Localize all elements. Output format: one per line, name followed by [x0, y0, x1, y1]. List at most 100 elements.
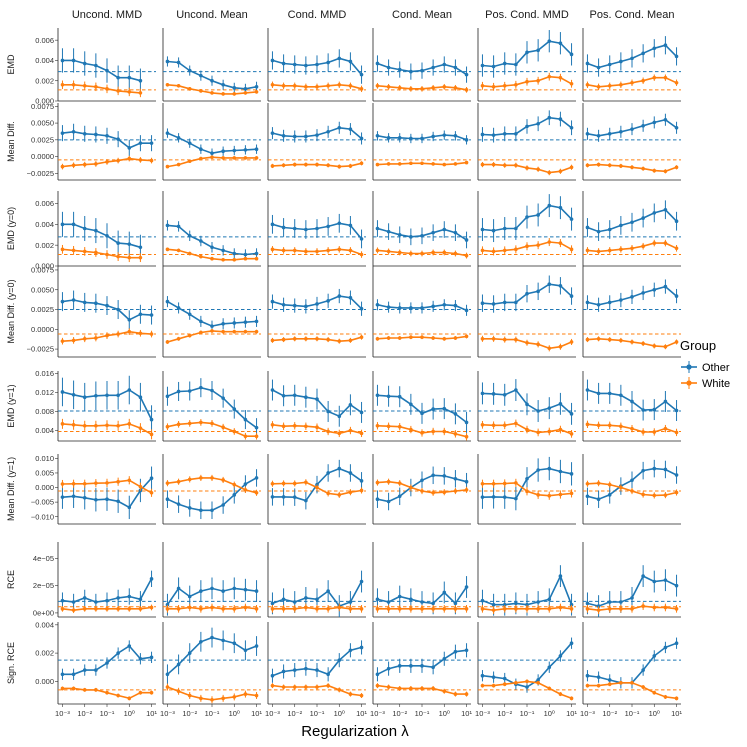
data-point	[431, 65, 435, 70]
y-tick-label: 0.002	[35, 241, 54, 250]
data-point	[243, 692, 248, 696]
data-point	[326, 83, 330, 88]
data-point	[359, 136, 364, 141]
data-point	[525, 427, 529, 432]
data-point	[326, 60, 330, 65]
data-point	[607, 132, 612, 136]
data-point	[127, 90, 132, 94]
data-point	[480, 63, 485, 68]
panel	[372, 266, 471, 358]
y-tick-label: 2e−05	[33, 581, 54, 590]
data-point	[453, 692, 458, 696]
data-point	[326, 607, 330, 611]
data-point	[464, 160, 469, 165]
data-point	[502, 495, 507, 499]
data-point	[619, 82, 623, 87]
data-point	[558, 605, 563, 610]
data-point	[326, 337, 330, 342]
data-point	[569, 165, 574, 170]
data-point	[491, 675, 496, 679]
data-point	[569, 247, 574, 252]
data-point	[453, 230, 458, 235]
data-point	[619, 338, 623, 343]
data-point	[176, 502, 181, 506]
data-point	[607, 607, 612, 611]
data-point	[149, 577, 154, 581]
data-point	[409, 69, 413, 74]
data-point	[94, 132, 98, 137]
data-point	[94, 301, 98, 305]
data-point	[199, 147, 203, 151]
data-point	[652, 690, 657, 695]
data-point	[630, 246, 634, 251]
data-point	[502, 337, 507, 342]
data-point	[585, 82, 590, 87]
data-point	[607, 337, 612, 342]
data-point	[243, 587, 248, 592]
data-point	[60, 390, 65, 394]
data-point	[464, 585, 469, 589]
data-point	[569, 412, 574, 416]
panel	[267, 371, 366, 442]
x-tick-label: 10⁻³	[160, 709, 175, 718]
data-point	[536, 342, 540, 347]
data-point	[105, 333, 109, 338]
data-point	[304, 249, 308, 254]
data-point	[243, 482, 248, 486]
data-point	[82, 596, 87, 600]
panel	[582, 542, 681, 618]
data-point	[585, 601, 590, 606]
data-point	[630, 165, 634, 170]
data-point	[525, 685, 529, 689]
data-point	[558, 41, 563, 46]
data-point	[480, 83, 485, 88]
y-tick-label: −0.0025	[27, 345, 54, 354]
data-point	[674, 246, 679, 251]
data-point	[71, 494, 76, 499]
data-point	[674, 54, 679, 59]
data-point	[149, 690, 154, 695]
data-point	[420, 686, 424, 691]
data-point	[409, 136, 413, 141]
data-point	[105, 160, 109, 164]
x-tick-label: 10⁻²	[602, 709, 617, 718]
data-point	[397, 494, 402, 499]
data-point	[558, 692, 563, 696]
data-point	[232, 586, 237, 591]
data-point	[585, 388, 590, 392]
data-point	[480, 162, 485, 167]
data-point	[60, 686, 65, 691]
data-point	[243, 417, 248, 422]
data-point	[525, 50, 529, 55]
data-point	[105, 598, 109, 603]
data-point	[464, 648, 469, 653]
data-point	[187, 389, 192, 393]
data-point	[585, 673, 590, 678]
data-point	[304, 666, 308, 671]
data-point	[453, 65, 458, 70]
data-point	[116, 89, 120, 93]
data-point	[547, 597, 552, 602]
data-point	[60, 222, 65, 227]
data-point	[652, 46, 657, 51]
data-point	[221, 478, 225, 482]
data-point	[491, 392, 496, 396]
data-point	[199, 156, 203, 161]
data-point	[431, 429, 435, 434]
data-point	[165, 164, 170, 169]
data-point	[165, 340, 170, 344]
data-point	[176, 83, 181, 88]
data-point	[547, 665, 552, 670]
data-point	[480, 673, 485, 678]
data-point	[71, 608, 76, 612]
data-point	[60, 598, 65, 603]
data-point	[491, 423, 496, 428]
data-point	[116, 332, 120, 336]
x-tick-label: 10⁻²	[182, 709, 197, 718]
data-point	[210, 151, 214, 156]
data-point	[442, 474, 447, 478]
data-point	[71, 393, 76, 397]
data-point	[94, 228, 98, 233]
panel	[372, 103, 471, 181]
column-title: Cond. Mean	[392, 9, 452, 21]
